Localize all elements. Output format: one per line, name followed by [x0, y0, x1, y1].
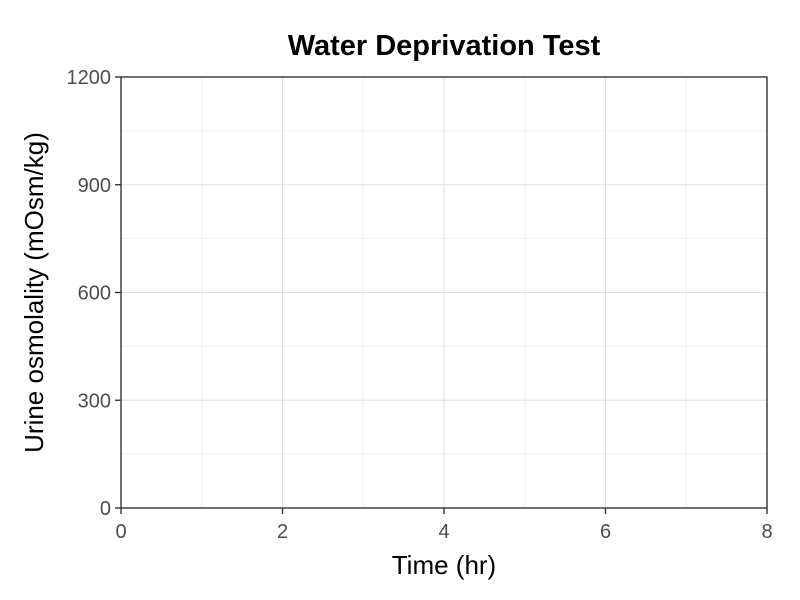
x-tick-label: 8 — [761, 521, 772, 543]
x-tick-label: 6 — [600, 521, 611, 543]
y-tick-label: 300 — [78, 390, 111, 412]
x-axis-label: Time (hr) — [392, 550, 496, 580]
y-tick-label: 0 — [100, 498, 111, 520]
chart-title: Water Deprivation Test — [288, 30, 601, 62]
x-tick-label: 2 — [277, 521, 288, 543]
y-tick-label: 1200 — [67, 67, 112, 89]
y-tick-label: 900 — [78, 175, 111, 197]
y-axis-label: Urine osmolality (mOsm/kg) — [19, 132, 49, 453]
grid-layer — [120, 76, 768, 509]
ticks-layer: 0 2 4 6 8 0 300 600 900 1200 — [67, 67, 773, 543]
y-tick-label: 600 — [78, 283, 111, 305]
x-tick-label: 0 — [115, 521, 126, 543]
x-tick-label: 4 — [438, 521, 449, 543]
